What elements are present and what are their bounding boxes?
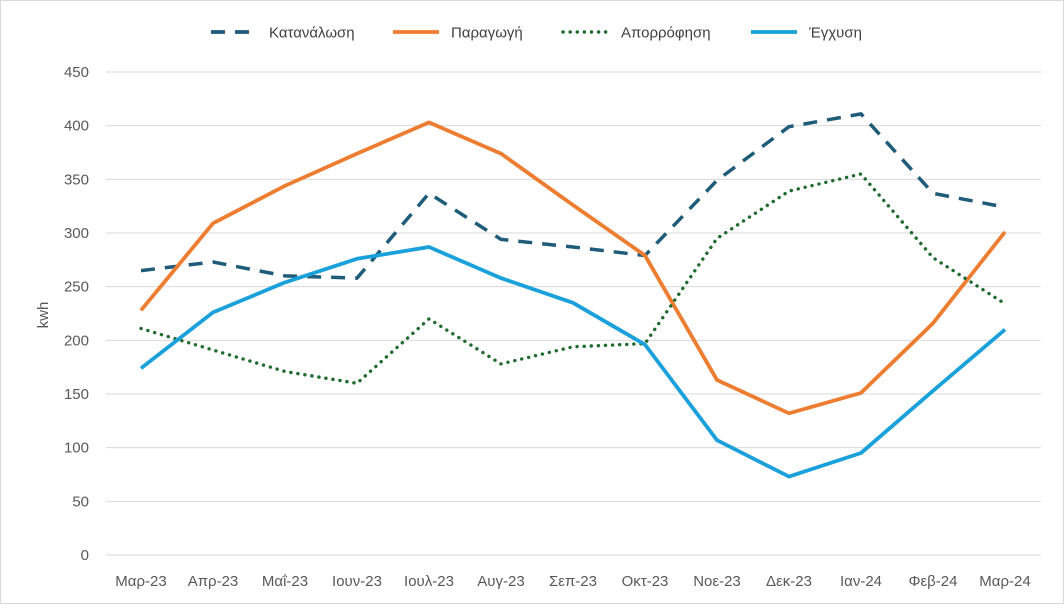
gridlines (106, 71, 1041, 556)
y-tick-label: 400 (64, 118, 89, 135)
x-tick-label: Σεπ-23 (549, 573, 597, 590)
x-tick-label: Ιουλ-23 (404, 573, 454, 590)
x-tick-label: Απρ-23 (188, 573, 239, 590)
x-tick-label: Οκτ-23 (622, 573, 669, 590)
x-tick-label: Αυγ-23 (477, 573, 524, 590)
series-line (139, 245, 1007, 479)
legend-label: Έγχυση (808, 25, 862, 42)
x-tick-label: Μαΐ-23 (262, 573, 308, 590)
legend: Κατανάλωση Παραγωγή Απορρόφηση Έγχυση (211, 25, 862, 42)
series-line (139, 172, 1007, 385)
y-axis-title: kwh (35, 302, 52, 329)
x-tick-label: Μαρ-24 (979, 573, 1030, 590)
legend-label: Απορρόφηση (621, 25, 711, 42)
legend-label: Παραγωγή (451, 25, 523, 42)
y-tick-label: 350 (64, 171, 89, 188)
y-tick-label: 50 (72, 493, 89, 510)
series-line (139, 120, 1007, 416)
y-tick-label: 150 (64, 386, 89, 403)
legend-label: Κατανάλωση (269, 25, 355, 42)
x-tick-label: Νοε-23 (693, 573, 741, 590)
y-tick-label: 200 (64, 332, 89, 349)
y-tick-label: 450 (64, 64, 89, 81)
y-tick-label: 100 (64, 440, 89, 457)
y-axis-ticks: 0 50 100 150 200 250 300 350 400 450 (64, 64, 89, 564)
series-lines (139, 112, 1007, 479)
x-tick-label: Ιουν-23 (332, 573, 382, 590)
x-tick-label: Ιαν-24 (840, 573, 882, 590)
y-tick-label: 250 (64, 279, 89, 296)
x-tick-label: Μαρ-23 (115, 573, 166, 590)
x-tick-label: Φεβ-24 (909, 573, 958, 590)
x-tick-label: Δεκ-23 (766, 573, 812, 590)
y-tick-label: 300 (64, 225, 89, 242)
series-line (140, 112, 1006, 280)
x-axis-ticks: Μαρ-23 Απρ-23 Μαΐ-23 Ιουν-23 Ιουλ-23 Αυγ-23 Σε… (115, 573, 1030, 590)
y-tick-label: 0 (81, 547, 89, 564)
